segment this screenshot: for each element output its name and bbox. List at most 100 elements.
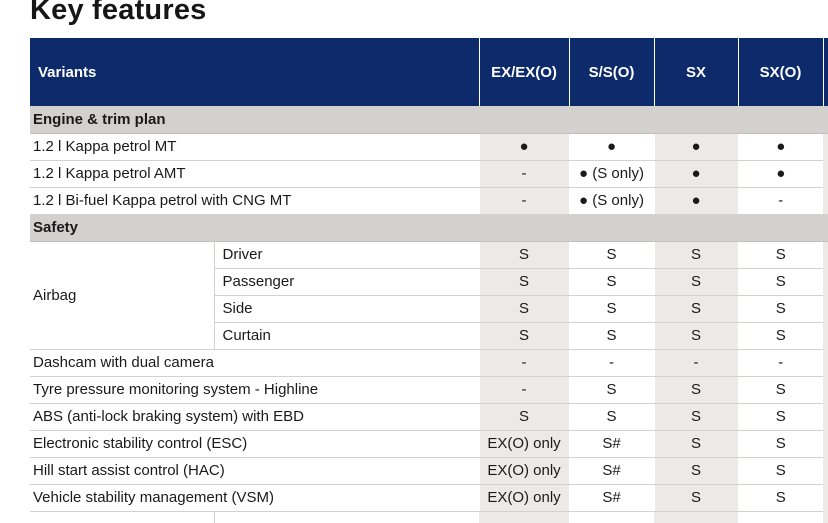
table-cell: S xyxy=(478,403,569,431)
row-edge xyxy=(823,322,828,349)
table-cell: S xyxy=(653,484,738,512)
table-cell: ● xyxy=(653,160,738,188)
feature-name: 1.2 l Kappa petrol MT xyxy=(30,133,479,161)
table-cell: ● xyxy=(737,133,823,161)
row-edge xyxy=(823,295,828,322)
table-cell: S xyxy=(568,322,654,350)
table-header-row: Variants EX/EX(O) S/S(O) SX SX(O) xyxy=(30,38,828,106)
table-cell: S xyxy=(478,295,569,323)
row-edge xyxy=(823,241,828,268)
table-cell: S xyxy=(568,241,654,269)
section-title: Safety xyxy=(30,214,823,242)
header-edge xyxy=(823,38,828,106)
row-edge xyxy=(823,403,828,430)
section-edge xyxy=(823,214,828,242)
table-cell: S# xyxy=(568,430,654,458)
table-row: Passenger S S S S xyxy=(30,268,828,296)
table-cell: S xyxy=(653,376,738,404)
table-row: 1.2 l Bi-fuel Kappa petrol with CNG MT -… xyxy=(30,187,828,215)
row-edge xyxy=(823,376,828,403)
table-cell: S xyxy=(653,295,738,323)
table-cell: - xyxy=(478,376,569,404)
row-edge xyxy=(823,160,828,187)
cut-off-cell xyxy=(823,511,828,523)
feature-name: Dashcam with dual camera xyxy=(30,349,479,377)
row-edge xyxy=(823,349,828,376)
table-cell: S xyxy=(737,376,823,404)
table-row: Electronic stability control (ESC) EX(O)… xyxy=(30,430,828,458)
table-cell: ● xyxy=(737,160,823,188)
variant-column-header: S/S(O) xyxy=(569,38,655,106)
table-row: Hill start assist control (HAC) EX(O) on… xyxy=(30,457,828,485)
table-cell: ● (S only) xyxy=(568,160,654,188)
feature-name: ABS (anti-lock braking system) with EBD xyxy=(30,403,479,431)
table-row: 1.2 l Kappa petrol AMT - ● (S only) ● ● xyxy=(30,160,828,188)
feature-name: Tyre pressure monitoring system - Highli… xyxy=(30,376,479,404)
table-cell: - xyxy=(478,160,569,188)
table-cell: - xyxy=(478,187,569,215)
feature-name: Electronic stability control (ESC) xyxy=(30,430,479,458)
table-cell: S xyxy=(568,268,654,296)
feature-name: Airbag xyxy=(30,241,214,350)
table-cell: - xyxy=(737,187,823,215)
table-cell: ● xyxy=(478,133,569,161)
table-cell: ● (S only) xyxy=(568,187,654,215)
table-cell: S xyxy=(478,268,569,296)
sub-feature-name: Side xyxy=(213,295,479,323)
variants-header: Variants xyxy=(30,38,480,106)
variant-column-header: SX(O) xyxy=(738,38,824,106)
table-cell: S xyxy=(568,403,654,431)
cut-off-cell xyxy=(569,511,654,523)
cut-off-cell xyxy=(479,511,569,523)
variant-column-header: SX xyxy=(654,38,739,106)
row-edge xyxy=(823,133,828,160)
table-row: 1.2 l Kappa petrol MT ● ● ● ● xyxy=(30,133,828,161)
table-row: Tyre pressure monitoring system - Highli… xyxy=(30,376,828,404)
table-cell: S xyxy=(737,268,823,296)
sub-feature-name: Driver xyxy=(213,241,479,269)
row-edge xyxy=(823,457,828,484)
table-cell: EX(O) only xyxy=(478,430,569,458)
feature-name: Vehicle stability management (VSM) xyxy=(30,484,479,512)
table-cell: S xyxy=(737,322,823,350)
table-row: Dashcam with dual camera - - - - xyxy=(30,349,828,377)
feature-name: 1.2 l Kappa petrol AMT xyxy=(30,160,479,188)
table-cell: S xyxy=(478,241,569,269)
table-cell: ● xyxy=(568,133,654,161)
key-features-table: Variants EX/EX(O) S/S(O) SX SX(O) Engine… xyxy=(30,38,828,523)
table-cell: S xyxy=(737,484,823,512)
table-cell: S xyxy=(737,430,823,458)
row-edge xyxy=(823,187,828,214)
cut-off-cell xyxy=(654,511,738,523)
row-edge xyxy=(823,484,828,511)
table-cell: S xyxy=(568,376,654,404)
table-cell: EX(O) only xyxy=(478,457,569,485)
table-cell: - xyxy=(653,349,738,377)
table-cell: - xyxy=(568,349,654,377)
table-cell: S xyxy=(653,457,738,485)
table-cell: S xyxy=(737,241,823,269)
table-cell: S# xyxy=(568,484,654,512)
table-row: Curtain S S S S xyxy=(30,322,828,350)
table-cell: - xyxy=(478,349,569,377)
table-cell: EX(O) only xyxy=(478,484,569,512)
table-cell: ● xyxy=(653,133,738,161)
table-row: Side S S S S xyxy=(30,295,828,323)
table-cell: S xyxy=(653,430,738,458)
table-cell: S xyxy=(653,322,738,350)
table-cell: S xyxy=(568,295,654,323)
page-title: Key features xyxy=(30,0,207,26)
table-cell: S xyxy=(478,322,569,350)
sub-feature-name: Passenger xyxy=(213,268,479,296)
section-row: Safety xyxy=(30,214,828,242)
sub-feature-name: Curtain xyxy=(213,322,479,350)
table-cell: S xyxy=(737,403,823,431)
table-cell: S# xyxy=(568,457,654,485)
table-cell: ● xyxy=(653,187,738,215)
table-cell: - xyxy=(737,349,823,377)
section-edge xyxy=(823,106,828,134)
row-edge xyxy=(823,430,828,457)
cut-off-cell xyxy=(30,511,214,523)
section-row: Engine & trim plan xyxy=(30,106,828,134)
table-cell: S xyxy=(653,403,738,431)
